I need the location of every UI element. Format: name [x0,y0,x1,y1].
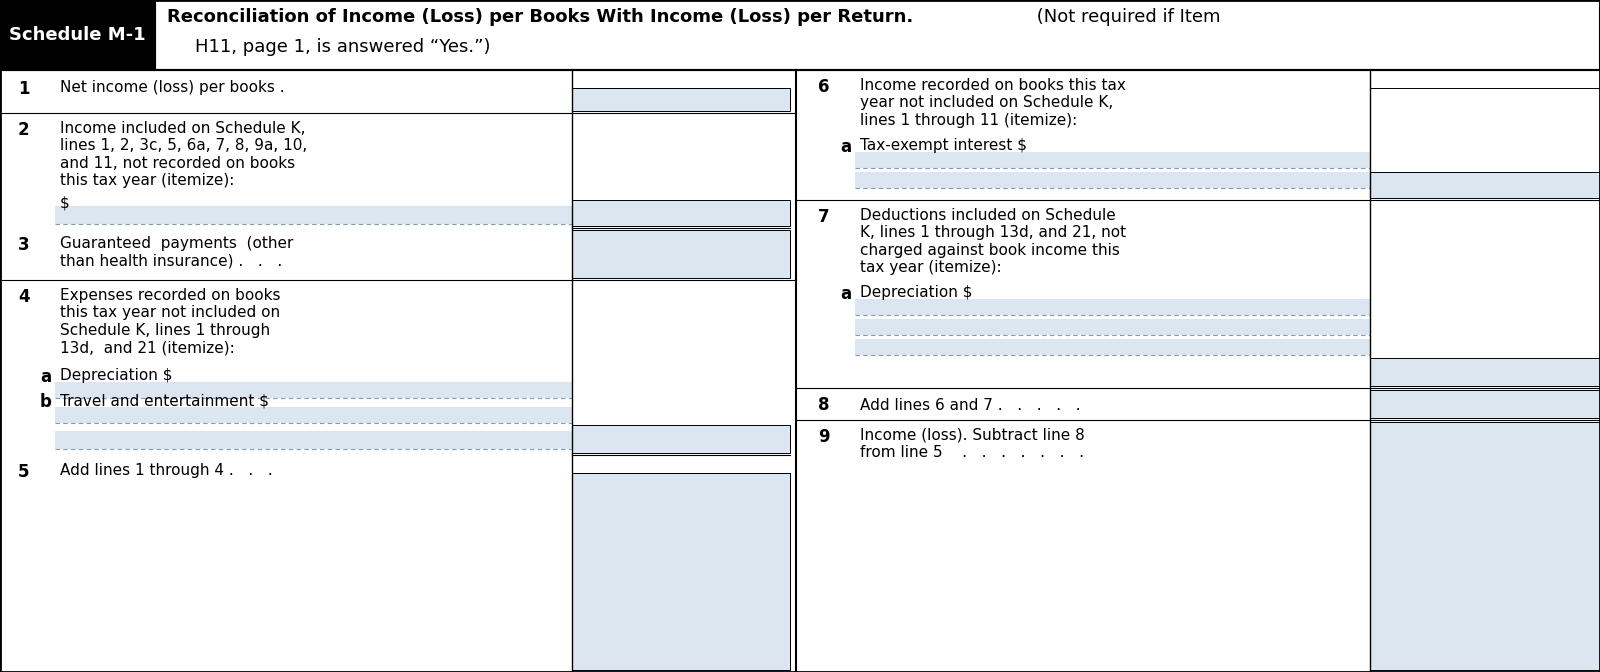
Bar [0,0,155,70]
Bar [854,172,1370,188]
Bar [573,200,790,226]
Text: Income recorded on books this tax
year not included on Schedule K,
lines 1 throu: Income recorded on books this tax year n… [861,78,1126,128]
Text: b: b [40,393,51,411]
Bar [54,431,573,449]
Text: Income (loss). Subtract line 8
from line 5    .   .   .   .   .   .   .: Income (loss). Subtract line 8 from line… [861,428,1085,460]
Bar [54,206,573,224]
Bar [854,339,1370,355]
Text: Deductions included on Schedule
K, lines 1 through 13d, and 21, not
charged agai: Deductions included on Schedule K, lines… [861,208,1126,276]
Text: $: $ [61,195,70,210]
Text: Add lines 6 and 7 .   .   .   .   .: Add lines 6 and 7 . . . . . [861,398,1080,413]
Bar [1370,70,1600,88]
Text: 1: 1 [18,80,29,98]
Text: a: a [840,138,851,156]
Text: Add lines 1 through 4 .   .   .: Add lines 1 through 4 . . . [61,463,272,478]
Bar [854,152,1370,168]
Bar [573,425,790,453]
Bar [1370,422,1600,670]
Text: Net income (loss) per books .: Net income (loss) per books . [61,80,285,95]
Text: Schedule M-1: Schedule M-1 [10,26,146,44]
Text: a: a [840,285,851,303]
Text: Travel and entertainment $: Travel and entertainment $ [61,393,269,408]
Bar [1370,172,1600,198]
Bar [155,0,1600,70]
Bar [573,88,790,111]
Text: 2: 2 [18,121,30,139]
Text: Reconciliation of Income (Loss) per Books With Income (Loss) per Return.: Reconciliation of Income (Loss) per Book… [166,8,914,26]
Text: (Not required if Item: (Not required if Item [1030,8,1221,26]
Text: 7: 7 [818,208,830,226]
Text: a: a [40,368,51,386]
Text: 6: 6 [818,78,829,96]
Bar [573,230,790,278]
Bar [573,473,790,670]
Text: 5: 5 [18,463,29,481]
Text: Depreciation $: Depreciation $ [61,368,173,383]
Bar [854,299,1370,315]
Bar [573,455,790,473]
Text: Guaranteed  payments  (other
than health insurance) .   .   .: Guaranteed payments (other than health i… [61,236,293,268]
Text: Expenses recorded on books
this tax year not included on
Schedule K, lines 1 thr: Expenses recorded on books this tax year… [61,288,280,355]
Text: Tax-exempt interest $: Tax-exempt interest $ [861,138,1027,153]
Bar [1370,390,1600,418]
Bar [854,319,1370,335]
Text: 3: 3 [18,236,30,254]
Text: 4: 4 [18,288,30,306]
Text: 8: 8 [818,396,829,414]
Text: 9: 9 [818,428,830,446]
Bar [573,70,790,88]
Bar [54,407,573,423]
Text: Income included on Schedule K,
lines 1, 2, 3c, 5, 6a, 7, 8, 9a, 10,
and 11, not : Income included on Schedule K, lines 1, … [61,121,307,188]
Bar [1370,358,1600,386]
Text: Depreciation $: Depreciation $ [861,285,973,300]
Bar [54,382,573,398]
Text: H11, page 1, is answered “Yes.”): H11, page 1, is answered “Yes.”) [195,38,491,56]
